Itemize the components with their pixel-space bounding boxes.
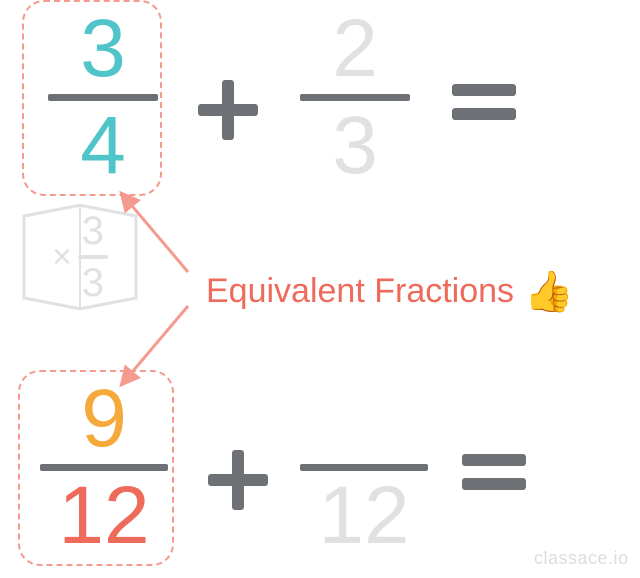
equals-bottom bbox=[462, 450, 526, 494]
fraction-bottom-2-denominator: 12 bbox=[318, 475, 409, 557]
plus-bottom bbox=[208, 450, 268, 510]
multiplier-denominator: 3 bbox=[82, 263, 104, 303]
caption: Equivalent Fractions 👍 bbox=[206, 268, 574, 315]
fraction-top-2-numerator: 2 bbox=[332, 8, 378, 90]
equals-top bbox=[452, 80, 516, 124]
multiplier-numerator: 3 bbox=[82, 211, 104, 251]
fraction-top-2: 2 3 bbox=[300, 8, 410, 187]
multiplier-box: × 3 3 bbox=[20, 202, 140, 312]
diagram-canvas: 3 4 2 3 × 3 3 bbox=[0, 0, 640, 578]
fraction-top-2-denominator: 3 bbox=[332, 105, 378, 187]
multiplier-fraction: 3 3 bbox=[78, 211, 108, 303]
thumbs-up-icon: 👍 bbox=[524, 268, 574, 315]
fraction-bottom-1: 9 12 bbox=[40, 378, 168, 557]
watermark: classace.io bbox=[534, 548, 629, 569]
fraction-bottom-1-denominator: 12 bbox=[58, 475, 149, 557]
multiplier-bar bbox=[78, 255, 108, 259]
caption-text: Equivalent Fractions bbox=[206, 272, 514, 311]
fraction-top-1: 3 4 bbox=[48, 8, 158, 187]
fraction-top-1-denominator: 4 bbox=[80, 105, 126, 187]
multiplier-symbol: × bbox=[52, 240, 72, 274]
fraction-bottom-1-numerator: 9 bbox=[81, 378, 127, 460]
fraction-bottom-2: 12 bbox=[300, 378, 428, 557]
plus-top bbox=[198, 80, 258, 140]
fraction-top-1-numerator: 3 bbox=[80, 8, 126, 90]
